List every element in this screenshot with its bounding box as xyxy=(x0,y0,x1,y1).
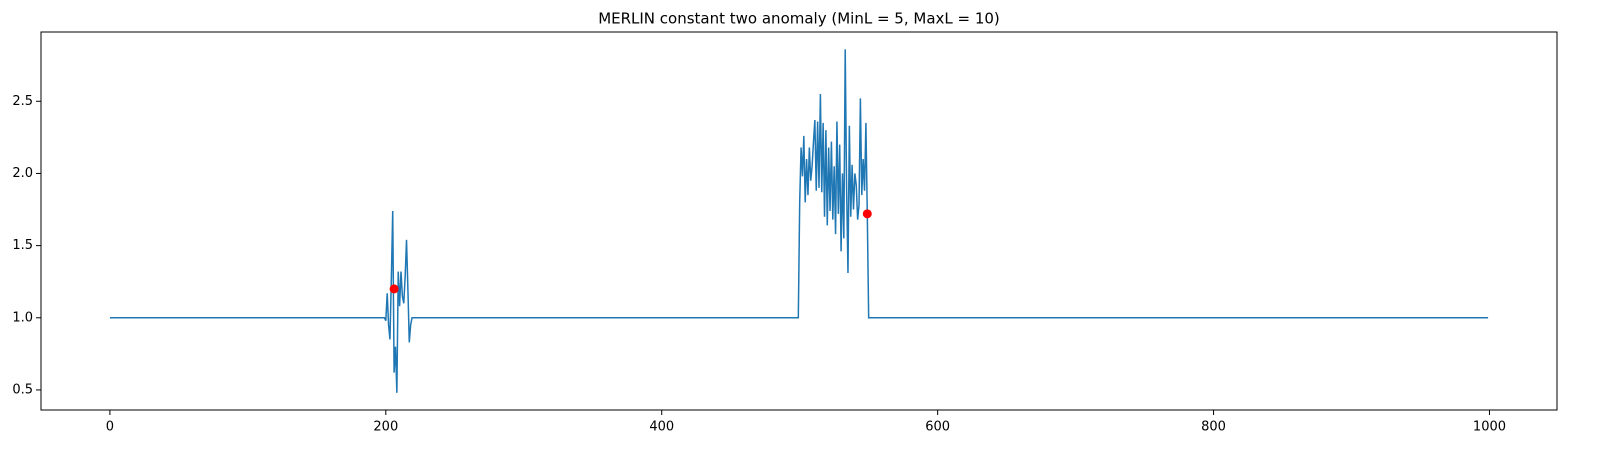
x-tick-label: 1000 xyxy=(1473,420,1506,435)
y-tick-label: 1.0 xyxy=(12,310,33,325)
x-tick-label: 400 xyxy=(649,420,674,435)
y-tick-label: 1.5 xyxy=(12,238,33,253)
anomaly-point xyxy=(862,209,872,219)
y-tick-label: 0.5 xyxy=(12,382,33,397)
x-tick-label: 200 xyxy=(373,420,398,435)
line xyxy=(109,49,1489,393)
anomaly-point xyxy=(389,284,399,294)
chart-title: MERLIN constant two anomaly (MinL = 5, M… xyxy=(598,10,1000,28)
plot-frame xyxy=(40,31,1558,411)
y-tick-label: 2.5 xyxy=(12,94,33,109)
x-tick-label: 800 xyxy=(1201,420,1226,435)
x-tick-label: 0 xyxy=(106,420,114,435)
x-tick-label: 600 xyxy=(925,420,950,435)
y-tick-label: 2.0 xyxy=(12,166,33,181)
